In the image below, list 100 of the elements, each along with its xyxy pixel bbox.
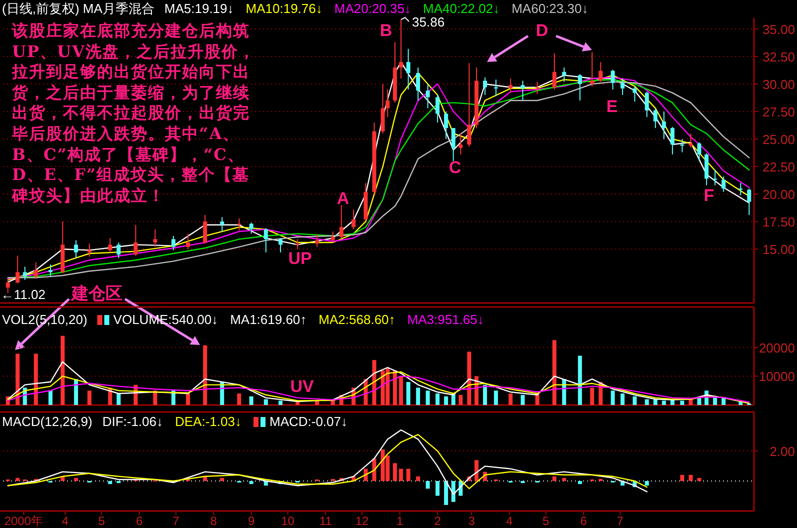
text: MA3:951.65↓ — [407, 312, 484, 327]
text: MA40:22.02↓ — [422, 1, 500, 16]
bar — [392, 463, 397, 481]
annotation: D — [536, 21, 548, 40]
text: DEA:-1.03↓ — [175, 414, 242, 429]
text: MA2:568.60↑ — [318, 312, 396, 327]
bar — [426, 390, 430, 405]
bar — [74, 478, 78, 481]
bar — [406, 382, 410, 405]
text: ←11.02 — [0, 286, 46, 302]
y-tick-label: 32.50 — [762, 50, 795, 65]
bar — [296, 402, 300, 405]
bar — [87, 390, 92, 405]
bar — [34, 354, 38, 405]
y-tick-label: 30.00 — [762, 77, 795, 92]
text: 2.00 — [770, 444, 795, 459]
annotation: E — [606, 97, 618, 116]
text: 35.86 — [412, 14, 445, 30]
y-tick-label: 25.00 — [762, 132, 795, 148]
bar — [392, 370, 397, 405]
chart-title: (日线,前复权) MA月季混合 — [2, 1, 154, 16]
annotation: C — [448, 158, 462, 177]
bar — [220, 478, 224, 481]
bar — [632, 396, 637, 405]
y-tick-label: 22.50 — [762, 160, 795, 175]
bar — [688, 474, 693, 481]
bar — [406, 468, 410, 481]
bar — [644, 481, 649, 486]
legend-label: MACD:-0.07↓ — [269, 414, 348, 429]
x-tick-label: 2 — [434, 514, 442, 528]
bar — [203, 345, 208, 405]
x-tick-label: 5 — [98, 514, 106, 528]
x-tick-label: 12 — [355, 514, 370, 528]
bar — [237, 393, 242, 405]
bar — [578, 481, 582, 484]
bar — [620, 393, 625, 405]
text: MA1:619.60↑ — [230, 312, 307, 327]
x-tick-label: 1 — [396, 514, 404, 528]
annotation: A — [336, 189, 350, 208]
bar — [116, 393, 121, 405]
bar — [264, 399, 268, 405]
x-tick-label: 3 — [468, 514, 476, 528]
x-tick-label: 5 — [542, 514, 550, 528]
bar — [508, 393, 513, 405]
x-tick-label: 10 — [281, 514, 295, 528]
bar — [186, 393, 190, 405]
bar — [590, 388, 594, 405]
bar — [372, 360, 376, 405]
bar — [16, 354, 20, 405]
bar — [552, 476, 556, 481]
y-tick-label: 27.50 — [762, 104, 795, 120]
y-tick-label: 20000 — [758, 340, 795, 356]
annotation: B — [380, 21, 392, 40]
bar — [562, 478, 566, 481]
x-tick-label: 8 — [210, 514, 218, 528]
bar — [444, 396, 448, 405]
line-series — [7, 376, 750, 403]
x-tick-label: 4 — [62, 514, 69, 528]
x-tick-label: 2000年 — [4, 514, 44, 528]
x-tick-label: 4 — [506, 514, 514, 528]
bar — [458, 394, 463, 405]
bar — [680, 400, 684, 405]
bar — [644, 399, 649, 405]
x-tick-label: 6 — [580, 514, 588, 528]
bar — [249, 396, 254, 405]
bar — [520, 394, 525, 405]
x-tick-label: 9 — [248, 514, 255, 528]
bar — [578, 356, 582, 405]
bar — [416, 476, 420, 481]
bar — [16, 478, 20, 481]
chart-title: MACD(12,26,9) — [2, 414, 92, 429]
bar — [249, 481, 254, 484]
bar — [444, 481, 448, 505]
text: MA60:23.30↓ — [512, 1, 588, 16]
text: MA10:19.76↓ — [246, 1, 322, 16]
bar — [662, 400, 666, 405]
bar — [680, 474, 684, 481]
bar — [436, 481, 440, 496]
bar — [426, 481, 430, 489]
y-tick-label: 10000 — [758, 369, 795, 384]
bar — [467, 352, 472, 405]
bar — [552, 340, 556, 405]
bar — [108, 481, 112, 484]
y-tick-label: 35.00 — [762, 22, 795, 38]
y-tick-label: 17.50 — [762, 214, 795, 230]
x-tick-label: 6 — [136, 514, 143, 528]
annotation: UP — [288, 249, 312, 268]
bar — [278, 400, 283, 405]
bar — [399, 376, 404, 405]
bar — [416, 388, 420, 405]
bar — [697, 478, 702, 481]
bar — [722, 398, 726, 405]
x-tick-label: 11 — [319, 514, 332, 528]
bar — [610, 390, 615, 405]
annotation: F — [704, 186, 714, 205]
bar — [74, 379, 78, 405]
bar — [494, 390, 498, 405]
text: DIF:-1.06↓ — [102, 414, 163, 429]
x-tick-label: 7 — [616, 514, 624, 528]
text: MA20:20.35↓ — [334, 1, 411, 16]
